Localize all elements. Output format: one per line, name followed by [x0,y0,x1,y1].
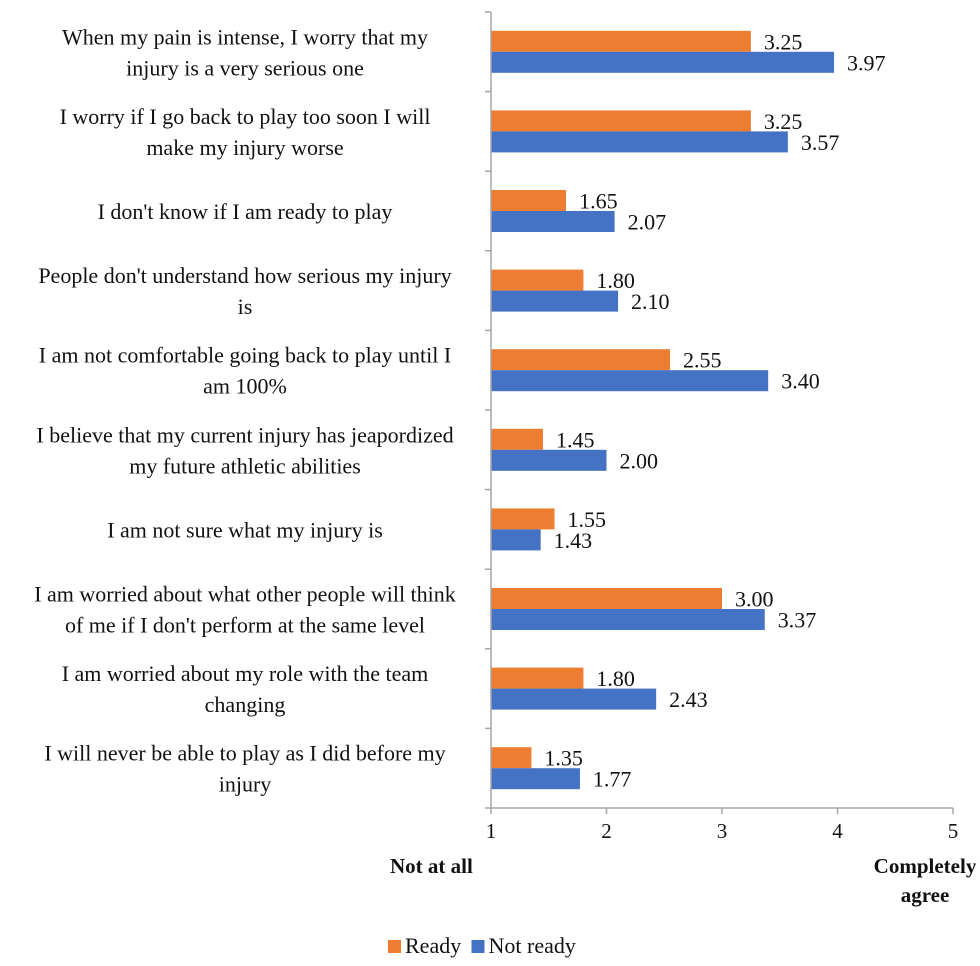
bar-not-ready [491,51,835,73]
data-label: 1.77 [593,767,632,792]
bar-ready [491,428,543,450]
bar-ready [491,269,584,291]
x-tick-label: 4 [832,819,843,843]
data-label: 2.43 [669,687,708,712]
legend-label: Not ready [489,933,576,958]
data-label: 2.10 [631,289,670,314]
x-axis-label-right-line: agree [901,883,950,907]
bar-ready [491,349,671,371]
bar-ready [491,667,584,689]
category-label: When my pain is intense, I worry that my… [62,24,428,80]
bar-not-ready [491,529,541,551]
data-label: 2.55 [683,348,722,373]
category-label: I am worried about my role with the team… [62,661,429,717]
category-label: I will never be able to play as I did be… [44,741,445,797]
x-axis-label-right-line: Completely [874,854,977,878]
data-label: 3.25 [764,29,803,54]
category-labels: When my pain is intense, I worry that my… [34,24,456,796]
bar-ready [491,508,555,530]
bar-not-ready [491,609,765,630]
category-label: I don't know if I am ready to play [98,199,393,224]
bar-ready [491,747,532,769]
value-labels: 3.253.973.253.571.652.071.802.102.553.40… [544,29,885,791]
x-tick-label: 5 [948,819,959,843]
bar-not-ready [491,211,615,232]
data-label: 2.07 [628,210,667,235]
x-tick-label: 2 [601,819,612,843]
x-tick-label: 3 [717,819,728,843]
bar-ready [491,588,722,609]
data-label: 3.00 [735,587,774,612]
data-label: 2.00 [620,448,659,473]
category-label: I believe that my current injury has jea… [36,422,453,478]
data-label: 1.35 [544,746,583,771]
x-axis-label-right: Completely agree [874,854,977,907]
x-axis-label-left: Not at all [390,854,473,878]
data-label: 1.65 [579,189,618,214]
category-label: I worry if I go back to play too soon I … [60,104,431,160]
bar-ready [491,110,751,132]
category-label: People don't understand how serious my i… [38,263,451,319]
data-label: 1.80 [596,666,635,691]
legend-swatch [388,940,401,953]
data-label: 3.40 [781,369,820,394]
axes [485,11,954,814]
bar-not-ready [491,370,769,392]
legend-label: Ready [405,933,461,958]
x-tick-labels: 1 2 3 4 5 [486,819,959,843]
data-label: 1.43 [554,528,593,553]
data-label: 1.45 [556,427,595,452]
data-label: 3.25 [764,109,803,134]
bar-not-ready [491,688,657,710]
bars [491,30,835,790]
bar-not-ready [491,768,580,790]
data-label: 3.37 [778,608,817,633]
bar-ready [491,30,751,52]
bar-ready [491,190,567,211]
bar-not-ready [491,131,788,153]
legend: Ready Not ready [388,933,576,958]
category-label: I am not sure what my injury is [107,517,383,542]
bar-not-ready [491,290,619,312]
data-label: 3.57 [801,130,840,155]
bar-not-ready [491,449,607,471]
data-label: 1.55 [568,507,607,532]
data-label: 1.80 [596,268,635,293]
legend-swatch [471,940,485,953]
data-label: 3.97 [847,50,886,75]
x-tick-label: 1 [486,819,497,843]
category-label: I am worried about what other people wil… [34,582,456,638]
category-label: I am not comfortable going back to play … [39,343,451,399]
